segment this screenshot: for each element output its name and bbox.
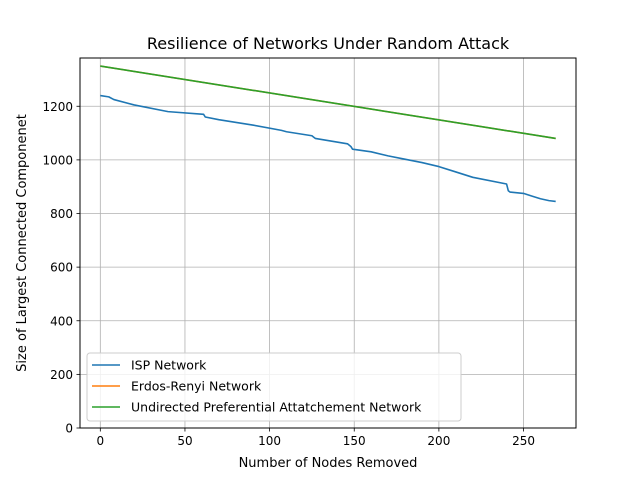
legend-label-3: Undirected Preferential Attatchement Net… <box>131 400 422 415</box>
x-tick-label: 150 <box>343 434 366 448</box>
series-line-1 <box>100 94 556 203</box>
y-tick-label: 400 <box>50 314 73 328</box>
legend-label-2: Erdos-Renyi Network <box>131 379 262 394</box>
chart-title: Resilience of Networks Under Random Atta… <box>147 34 510 53</box>
y-tick-label: 1200 <box>42 100 73 114</box>
legend-box <box>86 352 462 422</box>
y-axis: 0 200 400 600 800 1000 1200 <box>42 100 80 436</box>
x-tick-label: 200 <box>427 434 450 448</box>
x-tick-label: 100 <box>258 434 281 448</box>
y-tick-label: 0 <box>65 422 73 436</box>
series-layer <box>100 65 556 203</box>
plot-area-frame <box>79 57 577 429</box>
y-tick-label: 1000 <box>42 153 73 167</box>
y-tick-label: 600 <box>50 261 73 275</box>
y-axis-label: Size of Largest Connected Componenet <box>15 114 30 372</box>
x-tick-label: 50 <box>177 434 192 448</box>
x-axis: 0 50 100 150 200 250 <box>96 428 535 448</box>
x-tick-label: 0 <box>96 434 104 448</box>
y-tick-label: 200 <box>50 368 73 382</box>
x-axis-label: Number of Nodes Removed <box>239 456 418 471</box>
x-tick-label: 250 <box>512 434 535 448</box>
series-line-3 <box>100 65 556 140</box>
y-tick-label: 800 <box>50 207 73 221</box>
legend: ISP Network Erdos-Renyi Network Undirected… <box>86 352 462 422</box>
legend-label-1: ISP Network <box>131 358 207 373</box>
